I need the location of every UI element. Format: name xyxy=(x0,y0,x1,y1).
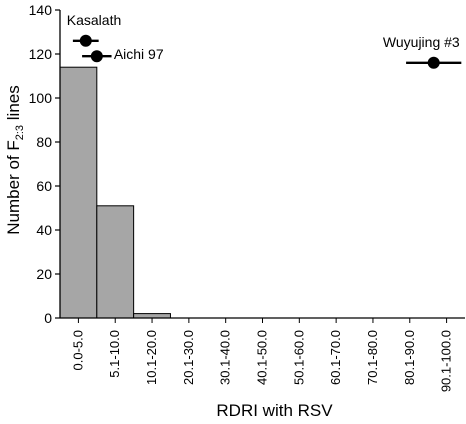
x-category-label-9: 80.1-90.0 xyxy=(402,330,417,385)
x-category-label-6: 50.1-60.0 xyxy=(291,330,306,385)
annotation-label-wuyujing-3: Wuyujing #3 xyxy=(383,34,460,50)
y-tick-label-20: 20 xyxy=(36,266,52,282)
bar-1 xyxy=(96,205,135,319)
annotation-labels-group: Kasalath Aichi 97 Wuyujing #3 xyxy=(67,12,460,62)
y-axis-title-suffix: lines xyxy=(4,85,23,125)
x-category-label-1: 5.1-10.0 xyxy=(107,330,122,378)
bars-group xyxy=(59,66,171,319)
error-bars-group xyxy=(72,34,462,69)
x-category-label-4: 30.1-40.0 xyxy=(218,330,233,385)
x-category-labels-group: 0.0-5.0 5.1-10.0 10.1-20.0 20.1-30.0 30.1-40… xyxy=(70,318,454,392)
x-category-label-3: 20.1-30.0 xyxy=(181,330,196,385)
y-axis-title-prefix: Number of F xyxy=(4,140,23,234)
y-tick-label-80: 80 xyxy=(36,134,52,150)
point-wuyujing-3 xyxy=(427,56,440,69)
y-tick-label-60: 60 xyxy=(36,178,52,194)
y-ticks-group: 0 20 40 60 80 100 120 140 xyxy=(29,2,60,326)
x-axis-title: RDRI with RSV xyxy=(216,401,333,420)
bar-2 xyxy=(133,313,171,319)
y-tick-label-100: 100 xyxy=(29,90,53,106)
bar-0 xyxy=(59,66,98,319)
point-kasalath xyxy=(79,34,92,47)
y-tick-label-0: 0 xyxy=(44,310,52,326)
y-tick-label-140: 140 xyxy=(29,2,53,18)
x-category-label-7: 60.1-70.0 xyxy=(328,330,343,385)
y-tick-label-120: 120 xyxy=(29,46,53,62)
x-category-label-8: 70.1-80.0 xyxy=(365,330,380,385)
point-aichi-97 xyxy=(90,50,103,63)
y-axis-title: Number of F2:3 lines xyxy=(4,85,26,234)
annotation-label-aichi-97: Aichi 97 xyxy=(114,46,164,62)
x-category-label-10: 90.1-100.0 xyxy=(439,330,454,392)
x-category-label-0: 0.0-5.0 xyxy=(70,330,85,370)
x-category-label-5: 40.1-50.0 xyxy=(255,330,270,385)
x-category-label-2: 10.1-20.0 xyxy=(144,330,159,385)
y-axis-title-subscript: 2:3 xyxy=(14,125,26,140)
y-tick-label-40: 40 xyxy=(36,222,52,238)
annotation-label-kasalath: Kasalath xyxy=(67,12,121,28)
